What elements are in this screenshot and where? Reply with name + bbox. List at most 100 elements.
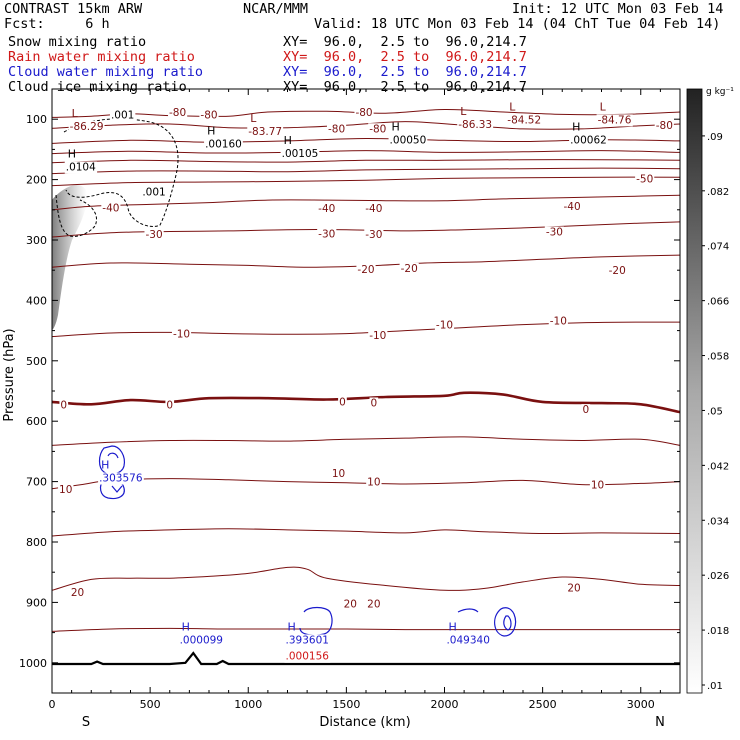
center-label: NCAR/MMM — [243, 1, 309, 17]
contour-label-bg — [566, 582, 582, 595]
contour-label: -30 — [318, 228, 335, 240]
high-marker: H — [68, 147, 76, 160]
temperature-contour — [52, 167, 680, 175]
valid-time: Valid: 18 UTC Mon 03 Feb 14 (04 ChT Tue … — [314, 16, 721, 32]
contour-label: 0 — [166, 399, 173, 411]
contour-label-bg — [581, 404, 591, 417]
contour-label: 0 — [60, 399, 67, 411]
contour-label-bg — [364, 228, 384, 241]
extremum-value: -86.33 — [458, 119, 492, 131]
colorbar-tick-label: .082 — [707, 187, 729, 198]
contour-label: 20 — [367, 599, 380, 611]
contour-label-bg — [366, 598, 382, 611]
contour-label-bg — [58, 483, 74, 496]
cloud-water-contour — [107, 452, 119, 459]
contour-label: 20 — [567, 582, 580, 594]
high-marker: H — [448, 620, 456, 633]
contour-label-bg — [338, 396, 347, 409]
field-name-cloud-ice: Cloud ice mixing ratio — [8, 79, 187, 95]
contour-label: -40 — [102, 202, 119, 214]
temperature-contour — [52, 627, 680, 632]
contour-label-bg — [165, 399, 175, 412]
field-xy-cloud-water: XY= 96.0, 2.5 to 96.0,214.7 — [283, 64, 527, 80]
extremum-value: .00062 — [570, 134, 607, 146]
low-marker: L — [460, 105, 467, 118]
colorbar-tick-label: .026 — [707, 571, 729, 582]
contour-label-bg — [434, 319, 455, 332]
contour-label-bg — [369, 397, 379, 410]
x-tick-label: 1500 — [332, 698, 360, 711]
temperature-contour — [52, 150, 680, 155]
forecast-hour: Fcst: 6 h — [4, 16, 110, 32]
colorbar-tick-label: .034 — [707, 516, 729, 527]
low-marker: L — [509, 100, 516, 113]
contour-label: -50 — [636, 173, 653, 185]
colorbar-tick-label: .018 — [707, 626, 729, 637]
contour-label: 20 — [71, 587, 84, 599]
high-marker: H — [101, 459, 109, 472]
extremum-value: .00160 — [205, 139, 242, 151]
temperature-contour — [52, 321, 680, 338]
contour-label: -10 — [436, 320, 453, 332]
contour-label: 10 — [332, 468, 345, 480]
contour-label-bg — [144, 228, 164, 241]
cloud-water-contour — [111, 485, 123, 493]
x-tick-label: 3000 — [627, 698, 655, 711]
contour-label-bg — [317, 202, 337, 215]
contour-label: -10 — [550, 315, 567, 327]
extremum-value-bg — [284, 634, 330, 647]
contour-label: 10 — [367, 477, 380, 489]
contour-label: -10 — [173, 329, 190, 341]
contour-label-bg — [101, 202, 121, 215]
contour-label-bg — [59, 399, 69, 412]
field-xy-rain: XY= 96.0, 2.5 to 96.0,214.7 — [283, 49, 527, 65]
contour-label: -40 — [365, 203, 382, 215]
extremum-value: -86.29 — [70, 121, 104, 133]
contour-label: -40 — [318, 203, 335, 215]
contour-label: -30 — [546, 227, 563, 239]
field-name-rain: Rain water mixing ratio — [8, 49, 195, 65]
y-tick-label: 1000 — [19, 657, 47, 670]
contour-label: -80 — [200, 109, 217, 121]
high-marker: H — [392, 120, 400, 133]
contour-label-bg — [168, 106, 188, 119]
plot-frame — [51, 88, 681, 694]
extremum-value: .049340 — [446, 634, 489, 646]
low-marker: L — [250, 112, 257, 125]
extremum-value: .00050 — [390, 134, 427, 146]
contour-label-bg — [399, 262, 419, 275]
y-tick-label: 800 — [26, 536, 47, 549]
temperature-contour — [52, 566, 680, 591]
low-marker: L — [600, 100, 607, 113]
contour-label-bg — [607, 265, 627, 278]
contour-label: -80 — [355, 107, 372, 119]
temperature-contour — [52, 159, 680, 164]
field-name-cloud-water: Cloud water mixing ratio — [8, 64, 204, 80]
extremum-value: -84.52 — [507, 114, 541, 126]
extremum-value: .0104 — [66, 161, 96, 173]
contour-label-bg — [368, 329, 388, 342]
colorbar-tick-label: .074 — [707, 242, 729, 253]
y-tick-label: 600 — [26, 415, 47, 428]
contour-label: -80 — [169, 107, 186, 119]
y-tick-label: 200 — [26, 174, 47, 187]
ice-contour — [55, 194, 97, 237]
extremum-value: -84.76 — [598, 114, 632, 126]
y-tick-label: 300 — [26, 234, 47, 247]
contour-label: 10 — [59, 484, 72, 496]
extremum-value-bg — [68, 121, 105, 134]
extremum-value-bg — [64, 161, 98, 174]
extremum-value-bg — [280, 148, 320, 161]
contour-label: -10 — [369, 330, 386, 342]
extremum-value-bg — [178, 634, 224, 647]
extremum-value-bg — [204, 138, 243, 151]
high-marker: H — [207, 125, 215, 138]
temperature-contour — [52, 528, 680, 537]
y-tick-label: 100 — [26, 113, 47, 126]
init-time: Init: 12 UTC Mon 03 Feb 14 — [512, 1, 724, 17]
contour-label: 0 — [339, 396, 346, 408]
high-marker: H — [182, 620, 190, 633]
field-xy-snow: XY= 96.0, 2.5 to 96.0,214.7 — [283, 34, 527, 50]
contour-label-bg — [366, 476, 382, 489]
contour-label-bg — [364, 202, 384, 215]
